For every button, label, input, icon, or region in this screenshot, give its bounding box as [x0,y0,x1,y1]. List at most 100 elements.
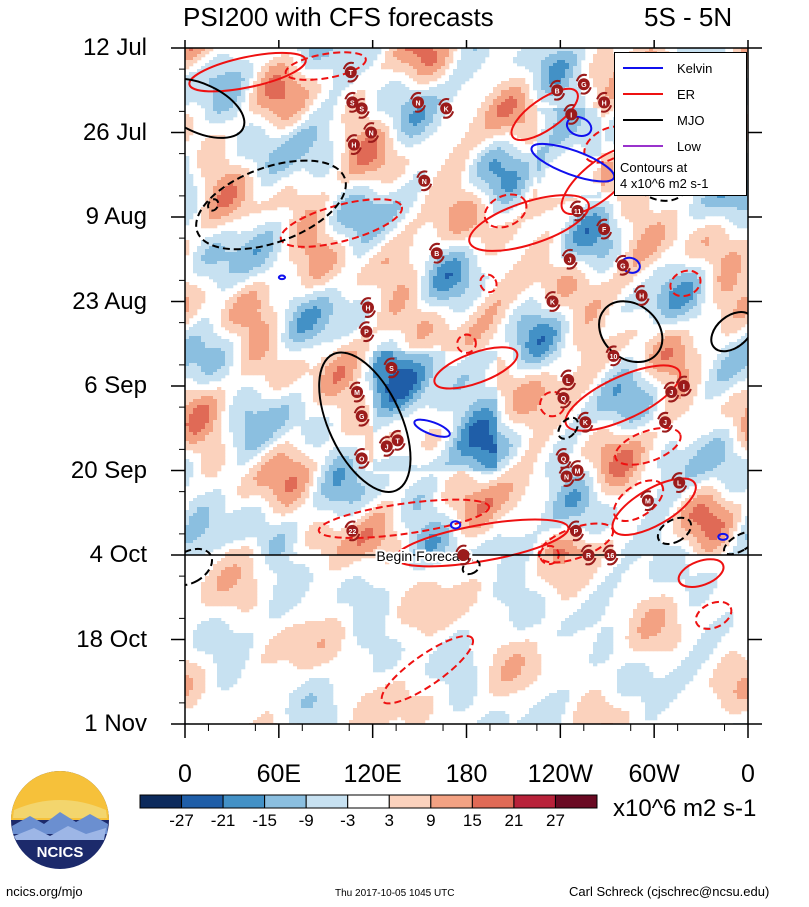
storm-label: B [434,251,439,258]
legend-note: Contours at 4 x10^6 m2 s-1 [620,160,708,192]
storm-marker: K [544,291,561,312]
storm-swirl [568,520,584,542]
x-tick-label: 120W [510,760,610,789]
storm-label: H [365,306,370,313]
colorbar-level-label: 27 [535,811,575,831]
legend-entry: Low [623,138,701,154]
colorbar-swatch [139,794,183,809]
colorbar-level-label: 21 [494,811,534,831]
storm-marker: 10 [605,345,622,367]
storm-label: T [396,438,401,445]
legend-entry-label: ER [677,87,695,102]
storm-swirl [349,381,365,403]
storm-label: Q [561,456,567,463]
x-tick-label: 120E [323,760,423,789]
storm-label: K [550,300,555,307]
storm-core [677,380,690,392]
legend-entry-label: MJO [677,113,704,128]
storm-label: G [620,263,626,270]
contour [413,418,451,438]
storm-marker: J [663,381,680,403]
storm-core [665,386,678,399]
contour [677,558,725,589]
storm-marker: R [580,544,597,566]
contour [565,115,593,137]
colorbar-level-label: -3 [328,811,368,831]
storm-label: I [683,384,685,391]
storm-core [385,361,398,374]
colorbar-level-label: 3 [369,811,409,831]
contour [380,634,475,705]
storm-marker: H [360,297,376,318]
storm-marker: 11 [569,200,586,222]
contour [614,426,682,466]
storm-label: M [645,499,651,506]
storm-core [641,494,654,507]
colorbar-swatch [347,794,390,809]
storm-marker: B [428,242,445,264]
storm-core [616,259,629,272]
storm-label: B [555,88,560,95]
colorbar-swatch [264,794,307,809]
x-tick-label: 60E [229,760,329,789]
storm-label: J [669,390,673,397]
storm-core [659,416,672,429]
storm-core [582,549,595,561]
storm-core [361,301,374,314]
storm-core [557,392,570,405]
storm-marker: G [614,254,631,276]
contour [284,51,367,81]
storm-marker: Q [555,387,572,409]
colorbar-swatch [181,794,224,809]
legend: Kelvin ER MJO Low Contours at 4 x10^6 m2 s-… [614,52,747,196]
storm-label: K [583,420,588,427]
storm-label: H [639,293,644,300]
contour [195,159,347,251]
storm-label: H [602,100,607,107]
storm-swirl [602,544,619,566]
colorbar-swatch [430,794,473,809]
storm-swirl [633,285,650,306]
contour [449,520,462,530]
y-tick-label: 18 Oct [0,626,147,654]
legend-line-swatch [623,119,663,121]
storm-core [569,524,582,537]
storm-label: P [364,330,369,337]
chart-title: PSI200 with CFS forecasts [183,2,494,33]
storm-marker: N [410,91,426,113]
storm-swirl [383,357,400,379]
storm-core [418,174,431,187]
storm-swirl [569,460,586,481]
contour [277,274,287,281]
footer-author: Carl Schreck (cjschrec@ncsu.edu) [569,884,769,899]
colorbar-level-label: -27 [162,811,202,831]
contour [394,518,570,568]
storm-core [577,78,590,91]
storm-label: N [422,179,427,186]
storm-swirl [363,122,380,143]
contour [564,364,682,432]
storm-core [598,223,611,236]
contour [656,516,693,545]
legend-line-swatch [623,67,663,69]
storm-swirl [639,490,656,512]
storm-core [355,410,368,423]
storm-core [344,66,357,79]
colorbar-swatch [554,794,598,809]
colorbar-level-label: -9 [286,811,326,831]
storm-marker: G [353,405,370,427]
storm-core [347,138,360,151]
storm-core [346,524,359,537]
storm-marker: J [378,435,395,457]
legend-note-line2: 4 x10^6 m2 s-1 [620,176,708,192]
storm-swirl [596,218,613,240]
storm-marker [455,544,472,566]
y-tick-label: 20 Sep [0,457,147,485]
storm-marker: S [383,357,400,379]
contour [612,479,665,523]
storm-marker: S [353,97,370,119]
storm-swirl [389,429,406,451]
storm-swirl [410,91,426,113]
x-tick-label: 60W [604,760,704,789]
